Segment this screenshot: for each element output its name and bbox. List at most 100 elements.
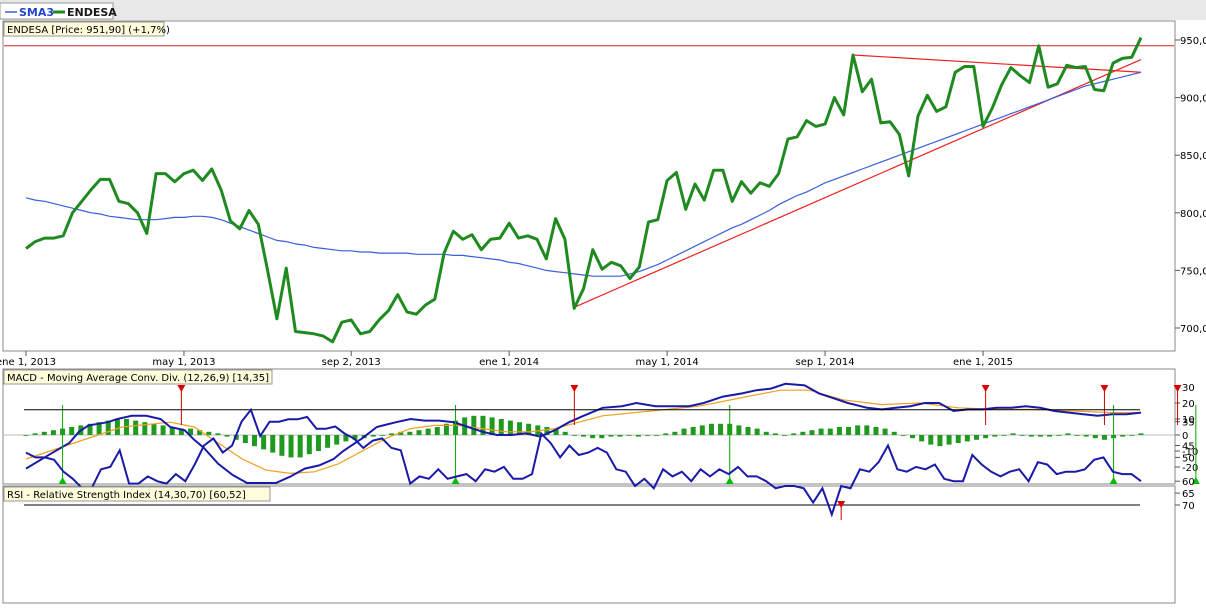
macd-histogram-bar [370, 435, 376, 437]
macd-y-tick-label: 0 [1182, 431, 1188, 442]
macd-histogram-bar [644, 435, 650, 436]
macd-buy-marker [1191, 477, 1200, 484]
macd-histogram-bar [590, 435, 596, 439]
price-y-tick-label: 800,0 [1180, 209, 1206, 220]
legend-sma3-label: SMA3 [19, 6, 54, 19]
macd-histogram-bar [261, 435, 267, 450]
x-tick-label: sep 2, 2013 [322, 357, 381, 368]
macd-histogram-bar [105, 420, 111, 435]
macd-histogram-bar [937, 435, 943, 447]
macd-histogram-bar [864, 425, 870, 435]
macd-histogram-bar [471, 415, 477, 435]
macd-sell-marker [570, 385, 579, 392]
macd-y-tick-label: 20 [1182, 399, 1195, 410]
sma3-line [25, 71, 1142, 277]
macd-histogram-bar [242, 435, 248, 443]
macd-histogram-bar [41, 431, 47, 435]
rsi-y-tick-label: 65 [1182, 489, 1195, 500]
macd-histogram-bar [553, 428, 559, 435]
macd-sell-marker [981, 385, 990, 392]
price-line [25, 37, 1143, 344]
macd-histogram-bar [306, 435, 312, 455]
macd-histogram-bar [288, 435, 294, 458]
macd-histogram-bar [562, 431, 568, 435]
macd-histogram-bar [571, 435, 577, 436]
macd-histogram-bar [215, 433, 221, 435]
macd-histogram-bar [425, 428, 431, 435]
macd-histogram-bar [699, 425, 705, 435]
macd-histogram-bar [617, 435, 623, 437]
macd-title-box [3, 369, 273, 385]
macd-histogram-bar [827, 428, 833, 435]
macd-histogram-bar [955, 435, 961, 443]
macd-histogram-bar [973, 435, 979, 440]
macd-histogram-bar [206, 431, 212, 435]
macd-histogram-bar [608, 435, 614, 437]
rsi-panel-title: RSI - Relative Strength Index (14,30,70)… [7, 490, 246, 501]
macd-histogram-bar [1056, 435, 1062, 436]
macd-histogram-bar [389, 433, 395, 435]
macd-histogram-bar [599, 435, 605, 439]
macd-histogram-bar [1028, 435, 1034, 437]
macd-histogram-bar [1065, 433, 1071, 435]
macd-histogram-bar [114, 419, 120, 435]
macd-histogram-bar [151, 423, 157, 435]
macd-histogram-bar [334, 435, 340, 445]
macd-histogram-bar [197, 430, 203, 435]
macd-histogram-bar [133, 420, 139, 435]
macd-histogram-bar [964, 435, 970, 442]
macd-histogram-bar [690, 427, 696, 435]
macd-histogram-bar [836, 427, 842, 435]
macd-y-tick-label: 10 [1182, 415, 1195, 426]
x-tick-label: ene 1, 2013 [0, 357, 56, 368]
macd-histogram-bar [434, 427, 440, 435]
macd-histogram-bar [379, 435, 385, 436]
rsi-y-tick-label: 45 [1182, 442, 1195, 453]
macd-histogram-bar [928, 435, 934, 445]
x-tick-label: ene 1, 2015 [953, 357, 1013, 368]
macd-histogram-bar [882, 428, 888, 435]
macd-histogram-bar [480, 415, 486, 435]
macd-histogram-bar [754, 428, 760, 435]
macd-histogram-bar [526, 423, 532, 435]
macd-histogram-bar [50, 430, 56, 435]
macd-histogram-bar [708, 423, 714, 435]
macd-histogram-bar [498, 419, 504, 435]
macd-histogram-bar [663, 433, 669, 435]
macd-histogram-bar [251, 435, 257, 447]
macd-sell-marker [177, 385, 186, 392]
price-title-box [3, 21, 165, 37]
macd-histogram-bar [142, 422, 148, 435]
macd-histogram-bar [772, 433, 778, 435]
rsi-y-tick-label: 70 [1182, 501, 1195, 512]
macd-histogram-bar [855, 425, 861, 435]
macd-histogram-bar [32, 433, 38, 435]
x-tick-label: ene 1, 2014 [479, 357, 539, 368]
macd-histogram-bar [718, 423, 724, 435]
trendline [852, 54, 1142, 73]
macd-histogram-bar [946, 435, 952, 445]
macd-histogram-bar [279, 435, 285, 456]
macd-histogram-bar [1047, 435, 1053, 437]
macd-histogram-bar [1019, 435, 1025, 436]
macd-sell-marker [1173, 385, 1182, 392]
macd-sell-marker [1100, 385, 1109, 392]
macd-histogram-bar [325, 435, 331, 448]
macd-histogram-bar [791, 433, 797, 435]
price-y-tick-label: 900,0 [1180, 94, 1206, 105]
legend-bar [0, 0, 1206, 20]
macd-histogram-bar [992, 435, 998, 437]
macd-histogram-bar [416, 430, 422, 435]
macd-y-tick-label: -10 [1182, 447, 1198, 458]
macd-histogram-bar [1083, 435, 1089, 437]
macd-histogram-bar [188, 428, 194, 435]
macd-histogram-bar [315, 435, 321, 451]
x-tick-label: may 1, 2014 [636, 357, 699, 368]
rsi-title-box [3, 486, 271, 502]
macd-histogram-bar [1037, 435, 1043, 437]
price-y-tick-label: 850,0 [1180, 151, 1206, 162]
macd-histogram-bar [891, 431, 897, 435]
macd-histogram-bar [96, 422, 102, 435]
macd-histogram-bar [626, 435, 632, 436]
